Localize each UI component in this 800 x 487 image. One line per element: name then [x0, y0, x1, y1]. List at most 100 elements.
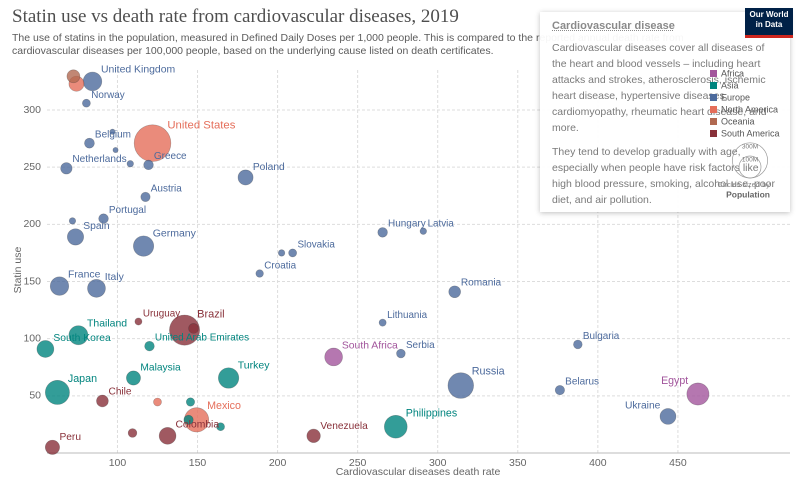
point-label: Croatia	[264, 260, 296, 271]
data-point	[447, 372, 474, 399]
popup-title: Cardiovascular disease	[552, 20, 675, 32]
point-label: Mexico	[207, 400, 241, 412]
data-point	[144, 340, 155, 352]
logo-text: in Data	[755, 20, 783, 29]
data-point	[288, 248, 297, 258]
data-point	[554, 385, 565, 396]
data-point	[396, 348, 406, 359]
point-label: Bulgaria	[583, 331, 620, 342]
data-point	[185, 397, 195, 407]
data-point	[98, 213, 109, 224]
data-point	[419, 227, 427, 235]
legend-label: North America	[721, 104, 778, 114]
point-label: United Arab Emirates	[155, 332, 249, 343]
point-label: Peru	[59, 432, 81, 443]
size-legend-circle	[738, 155, 762, 179]
data-point	[278, 249, 286, 257]
info-popup: Cardiovascular disease Cardiovascular di…	[540, 12, 790, 212]
data-point	[66, 69, 81, 84]
y-tick-label: 150	[23, 275, 41, 287]
point-label: Greece	[154, 151, 187, 162]
legend-swatch	[710, 94, 717, 101]
point-label: Hungary	[388, 219, 426, 230]
point-label: United States	[167, 119, 235, 131]
legend-swatch	[710, 118, 717, 125]
x-tick-label: 100	[109, 457, 127, 469]
data-point	[45, 380, 70, 405]
x-tick-label: 300	[429, 457, 447, 469]
data-point	[84, 137, 95, 149]
point-label: Lithuania	[387, 310, 427, 321]
y-axis-label: Statin use	[12, 246, 24, 293]
point-label: Spain	[83, 221, 110, 232]
legend-label: Africa	[721, 68, 744, 78]
data-point	[87, 279, 106, 298]
point-label: Russia	[472, 365, 505, 377]
point-label: Brazil	[197, 308, 225, 320]
point-label: Norway	[91, 90, 125, 101]
data-point	[216, 422, 225, 432]
point-label: Venezuela	[320, 421, 368, 432]
x-tick-label: 350	[509, 457, 527, 469]
data-point	[109, 128, 116, 135]
y-tick-label: 200	[23, 218, 41, 230]
data-point	[153, 397, 162, 407]
point-label: Thailand	[87, 318, 127, 329]
point-label: South Korea	[53, 333, 111, 344]
data-point	[126, 160, 134, 168]
point-label: South Africa	[342, 340, 398, 351]
point-label: Chile	[109, 387, 132, 398]
data-point	[60, 162, 73, 175]
y-tick-label: 250	[23, 161, 41, 173]
legend-swatch	[710, 70, 717, 77]
data-point	[324, 347, 343, 367]
point-label: Uruguay	[143, 309, 180, 320]
data-point	[126, 370, 141, 386]
y-tick-label: 50	[29, 390, 41, 402]
size-legend-title: Circles sized by	[717, 180, 770, 189]
logo[interactable]: Our World in Data	[745, 8, 793, 38]
point-label: Philippines	[406, 408, 457, 420]
data-point	[68, 325, 89, 346]
data-point	[384, 414, 408, 439]
data-point	[133, 124, 172, 162]
data-point	[68, 217, 77, 225]
data-point	[112, 147, 119, 153]
data-point	[36, 340, 55, 358]
legend-label: Asia	[721, 80, 739, 90]
x-tick-label: 250	[349, 457, 367, 469]
data-point	[133, 235, 155, 257]
data-point	[378, 318, 387, 327]
data-point	[183, 414, 194, 425]
legend: Africa Asia Europe North America Oceania Sout…	[710, 68, 780, 199]
legend-label: Oceania	[721, 116, 755, 126]
data-point	[686, 382, 710, 406]
point-label: Ukraine	[625, 401, 661, 412]
data-point	[188, 323, 199, 334]
data-point	[237, 169, 254, 186]
point-label: Belarus	[565, 376, 599, 387]
point-label: Turkey	[238, 360, 270, 372]
legend-label: Europe	[721, 92, 750, 102]
point-label: France	[68, 269, 101, 280]
point-label: Japan	[68, 373, 97, 385]
point-label: Egypt	[661, 375, 688, 387]
point-label: Poland	[253, 162, 285, 173]
point-label: Belgium	[95, 129, 131, 140]
chart-title: Statin use vs death rate from cardiovasc…	[12, 6, 459, 27]
data-point	[377, 227, 388, 238]
logo-text: Our World	[749, 10, 789, 19]
data-point	[44, 439, 60, 455]
data-point	[96, 394, 109, 408]
point-label: Italy	[105, 272, 125, 283]
point-label: Latvia	[428, 219, 455, 230]
data-point	[255, 269, 264, 278]
chart-subtitle: The use of statins in the population, me…	[12, 32, 684, 57]
data-point	[573, 339, 583, 350]
point-label: Slovakia	[297, 240, 335, 251]
data-point	[127, 428, 138, 438]
x-tick-label: 150	[189, 457, 207, 469]
point-label: Serbia	[406, 340, 435, 351]
